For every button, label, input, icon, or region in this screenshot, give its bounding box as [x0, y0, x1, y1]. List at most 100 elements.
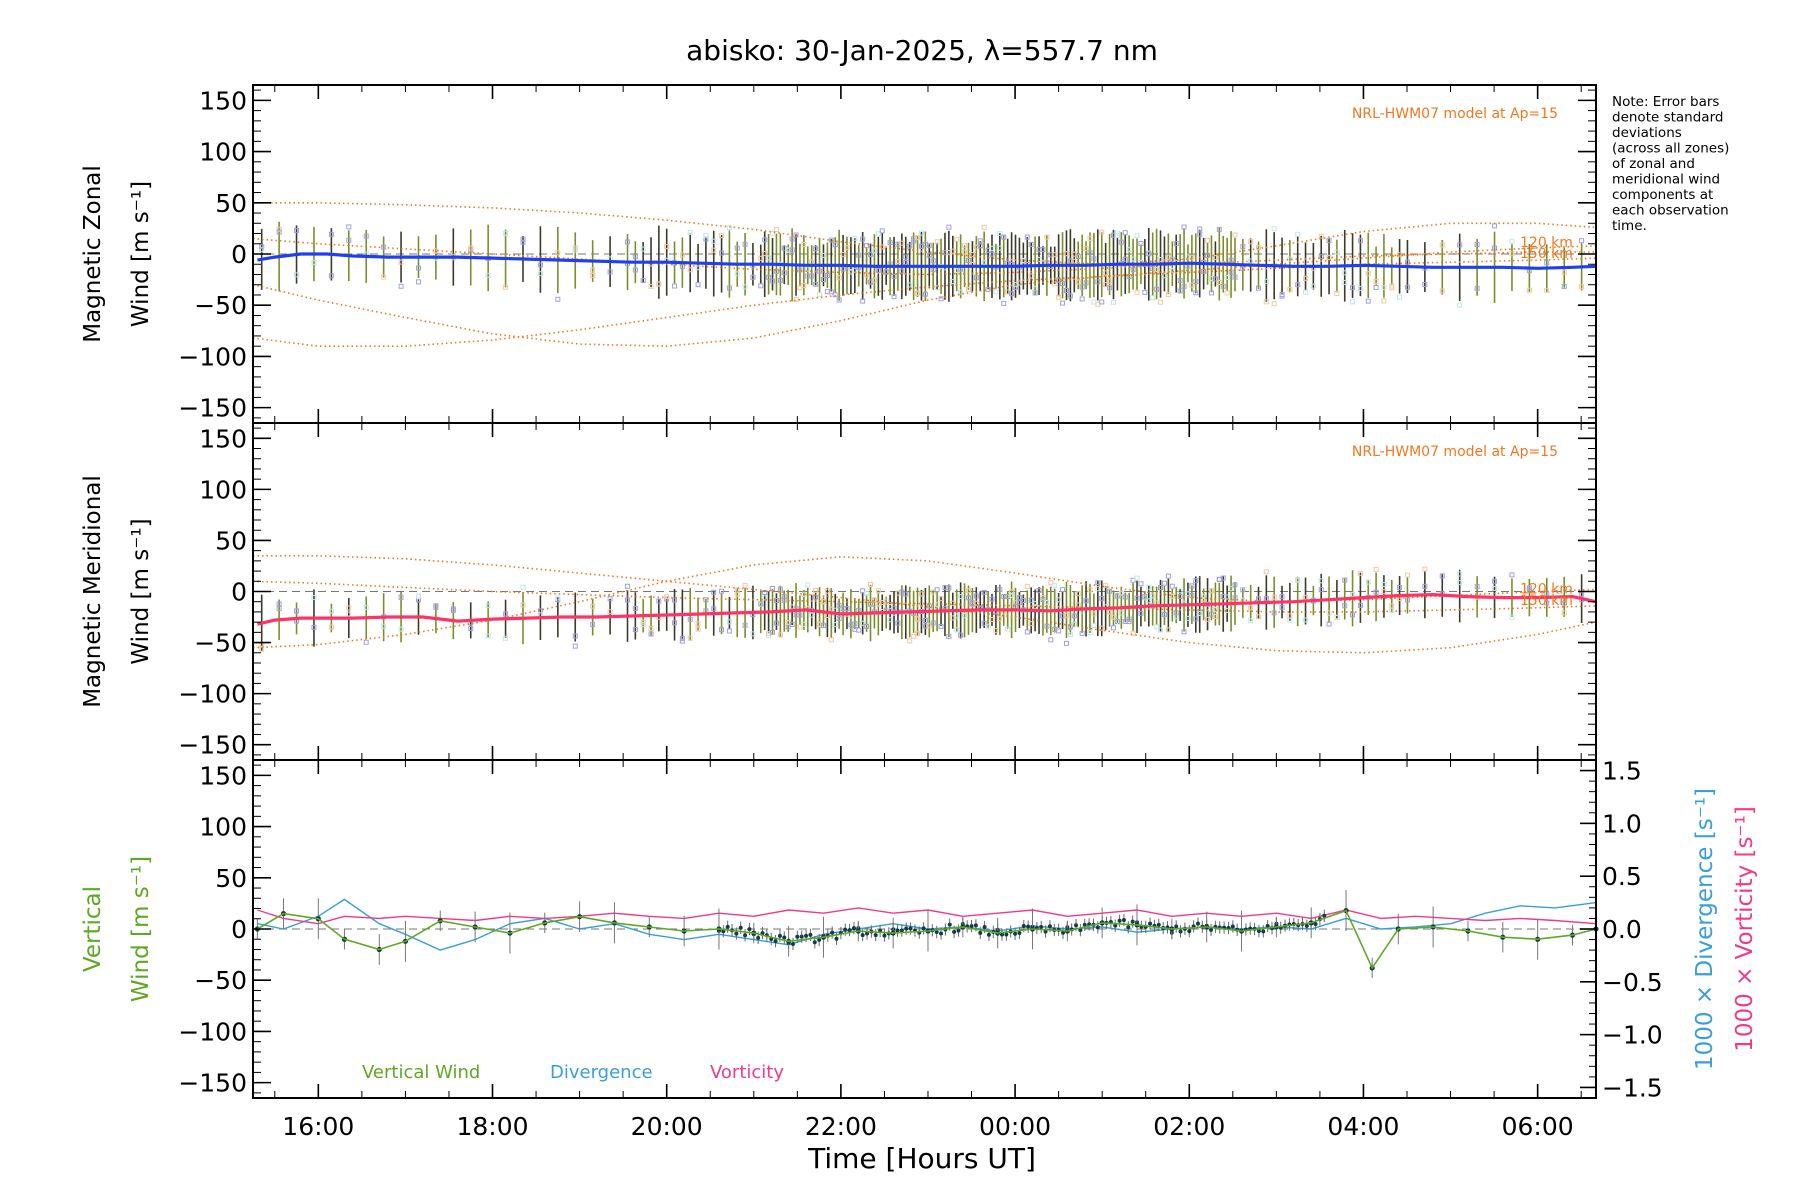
vertical-point — [777, 933, 782, 938]
legend-entry: Vorticity — [710, 1062, 784, 1083]
zone-point — [954, 627, 960, 633]
zone-point — [1492, 578, 1498, 584]
zone-point — [828, 637, 834, 643]
zone-point — [1373, 589, 1379, 595]
zone-point — [789, 236, 795, 242]
zone-point — [1107, 609, 1113, 615]
zone-point — [1173, 241, 1179, 247]
zone-point — [832, 292, 838, 298]
zone-point — [918, 230, 924, 236]
vertical-point — [817, 937, 822, 942]
zone-point — [887, 617, 893, 623]
zone-point — [1024, 234, 1030, 240]
zone-point — [719, 627, 725, 633]
zone-point — [1326, 238, 1332, 244]
zone-point — [875, 231, 881, 237]
right-tick-label: −0.5 — [1602, 968, 1663, 997]
zone-point — [679, 264, 685, 270]
zone-point — [1099, 625, 1105, 631]
zone-point — [555, 595, 561, 601]
vertical-point — [1230, 924, 1235, 929]
note-line: each observation — [1612, 203, 1729, 219]
vertical-point — [969, 924, 974, 929]
zone-point — [1579, 284, 1585, 290]
note-line: of zonal and — [1612, 156, 1695, 172]
zone-point — [1158, 299, 1164, 305]
zone-point — [1067, 293, 1073, 299]
zone-point — [868, 582, 874, 588]
model-curve — [252, 245, 1597, 348]
zone-point — [1032, 290, 1038, 296]
x-tick-label: 00:00 — [979, 1112, 1051, 1141]
zone-point — [503, 230, 509, 236]
zone-point — [1114, 619, 1120, 625]
zone-point — [259, 646, 265, 652]
vertical-point — [1322, 913, 1327, 918]
zone-point — [1009, 291, 1015, 297]
zone-point — [1197, 231, 1203, 237]
zone-point — [363, 639, 369, 645]
zone-point — [828, 289, 834, 295]
zone-point — [1287, 287, 1293, 293]
zone-point — [938, 623, 944, 629]
zone-point — [868, 251, 874, 257]
zone-point — [485, 272, 491, 278]
vertical-point — [747, 927, 752, 932]
vorticity-axis-label: 1000 × Vorticity [s⁻¹] — [1732, 806, 1758, 1052]
zone-point — [907, 282, 913, 288]
zone-point — [770, 629, 776, 635]
zone-point — [1165, 254, 1171, 260]
zone-point — [864, 591, 870, 597]
vertical-point — [738, 925, 743, 930]
zone-point — [590, 622, 596, 628]
zone-point — [852, 621, 858, 627]
zone-point — [726, 619, 732, 625]
zone-point — [926, 252, 932, 258]
zone-point — [1138, 581, 1144, 587]
zone-point — [1032, 600, 1038, 606]
vertical-point — [908, 926, 913, 931]
zone-point — [1189, 282, 1195, 288]
vertical-point — [843, 927, 848, 932]
zone-point — [985, 624, 991, 630]
y-tick-label: 150 — [199, 86, 247, 115]
zone-point — [758, 283, 764, 289]
zone-point — [840, 252, 846, 258]
zone-point — [813, 281, 819, 287]
zone-point — [879, 228, 885, 234]
zone-point — [1052, 281, 1058, 287]
y-tick-label: −150 — [178, 731, 247, 760]
vertical-point — [1195, 921, 1200, 926]
zone-point — [632, 267, 638, 273]
zone-point — [555, 250, 561, 256]
zone-point — [1457, 580, 1463, 586]
zone-point — [934, 602, 940, 608]
y-axis-label: Vertical — [80, 886, 106, 972]
zone-point — [915, 235, 921, 241]
zone-point — [1404, 597, 1410, 603]
zone-point — [1544, 600, 1550, 606]
zone-point — [805, 266, 811, 272]
zone-point — [911, 633, 917, 639]
y-axis-label: Magnetic Meridional — [80, 475, 106, 708]
vertical-point — [1209, 927, 1214, 932]
zone-point — [1232, 595, 1238, 601]
zone-point — [973, 275, 979, 281]
zone-point — [648, 626, 654, 632]
zone-point — [930, 620, 936, 626]
zone-point — [590, 603, 596, 609]
zone-point — [1295, 282, 1301, 288]
zone-point — [695, 621, 701, 627]
zone-point — [1185, 615, 1191, 621]
note-line: deviations — [1612, 125, 1682, 141]
zone-point — [1224, 274, 1230, 280]
zone-point — [1158, 627, 1164, 633]
zone-point — [1079, 630, 1085, 636]
zone-point — [860, 588, 866, 594]
zone-point — [1457, 302, 1463, 308]
zone-point — [781, 597, 787, 603]
zone-point — [981, 620, 987, 626]
zone-point — [1357, 602, 1363, 608]
zone-point — [1397, 294, 1403, 300]
zone-point — [687, 635, 693, 641]
